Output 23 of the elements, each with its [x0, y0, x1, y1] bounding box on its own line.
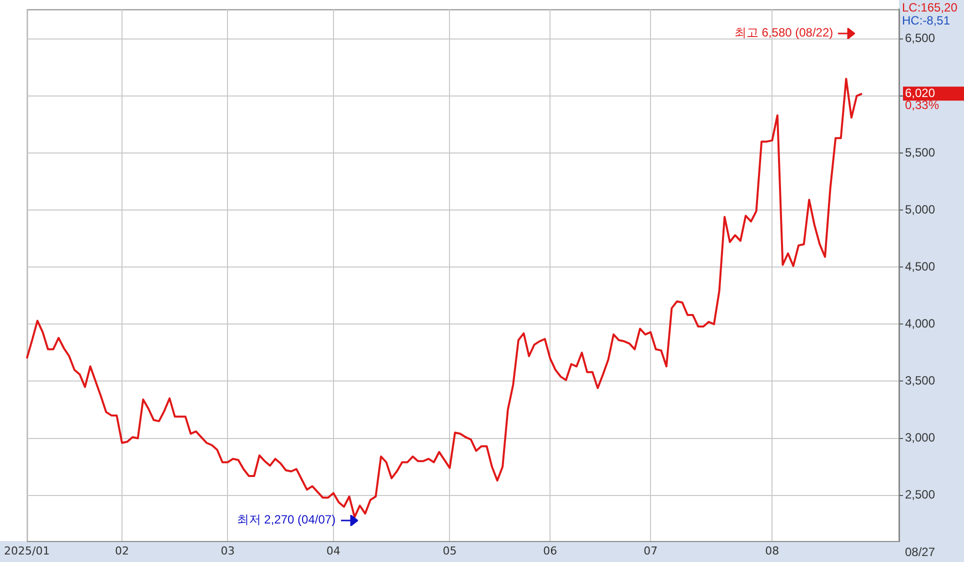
text: 6,020: [905, 86, 936, 100]
annotation: 최고 6,580 (08/22): [734, 26, 834, 40]
y-tick-label: 4,000: [905, 316, 936, 330]
x-tick-label: 02: [114, 544, 129, 558]
x-tick-label: 2025/01: [4, 544, 50, 558]
y-tick-label: 3,500: [905, 374, 936, 388]
text: LC:165,20: [902, 0, 958, 14]
y-tick-label: 6,500: [905, 31, 936, 46]
y-tick-label: 2,500: [905, 488, 936, 502]
x-tick-label: 04: [326, 544, 340, 558]
x-tick-label: 07: [644, 544, 658, 558]
annotation: 최저 2,270 (04/07): [236, 512, 336, 526]
x-tick-label: 05: [442, 544, 457, 558]
y-tick-label: 5,500: [905, 145, 936, 160]
y-tick-label: 5,000: [905, 202, 936, 216]
y-tick-label: 4,500: [905, 259, 936, 274]
text: 08/27: [905, 544, 936, 559]
text: 0,33%: [905, 98, 940, 112]
x-tick-label: 03: [220, 544, 235, 558]
text: HC:-8,51: [902, 13, 950, 28]
x-tick-label: 06: [543, 544, 558, 558]
y-tick-label: 3,000: [905, 430, 936, 445]
x-tick-label: 08: [765, 544, 780, 558]
